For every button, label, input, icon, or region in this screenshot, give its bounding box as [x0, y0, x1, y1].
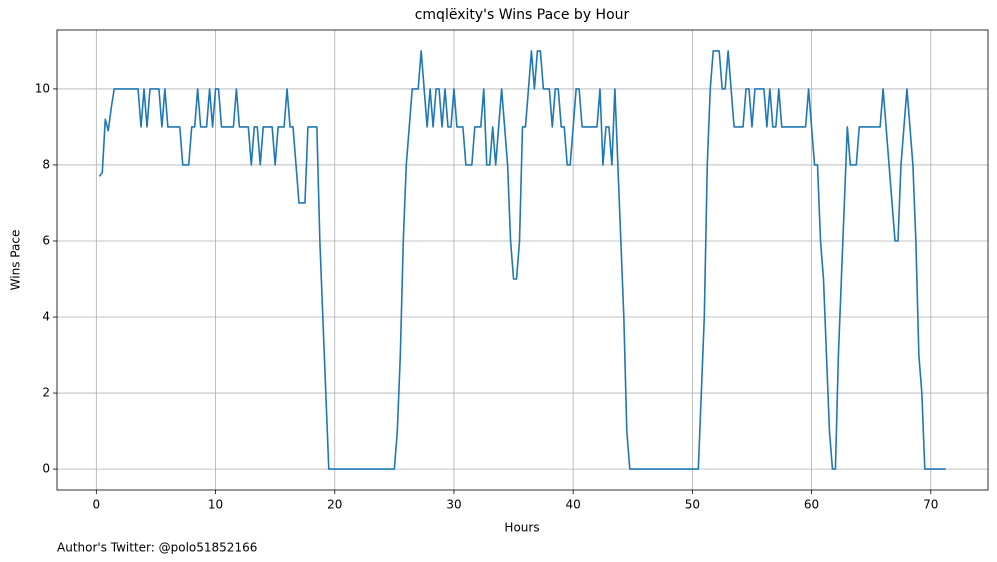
x-tick-label: 50	[685, 498, 700, 512]
x-tick-label: 20	[327, 498, 342, 512]
x-tick-label: 40	[566, 498, 581, 512]
y-tick-label: 4	[42, 310, 50, 324]
plot-frame	[56, 29, 989, 491]
annotation: Author's Twitter: @polo51852166	[57, 541, 257, 555]
y-tick-label: 8	[42, 157, 50, 171]
y-tick-label: 6	[42, 233, 50, 247]
x-tick-label: 30	[446, 498, 461, 512]
x-axis-label: Hours	[504, 521, 539, 535]
y-tick-label: 10	[35, 81, 50, 95]
chart-title: cmqlëxity's Wins Pace by Hour	[415, 7, 630, 23]
x-tick-label: 0	[93, 498, 101, 512]
x-tick-label: 60	[804, 498, 819, 512]
y-tick-label: 0	[42, 462, 50, 476]
x-tick-label: 70	[923, 498, 938, 512]
x-tick-label: 10	[208, 498, 223, 512]
y-tick-label: 2	[42, 386, 50, 400]
y-axis-label: Wins Pace	[9, 230, 23, 291]
data-line	[98, 50, 946, 470]
